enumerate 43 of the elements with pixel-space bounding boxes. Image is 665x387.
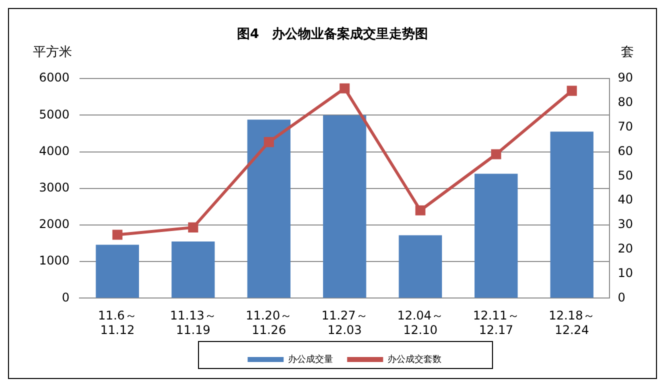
bar — [172, 241, 215, 298]
bar — [474, 174, 518, 298]
y2-tick-label: 50 — [618, 168, 634, 182]
y-tick-label: 6000 — [38, 70, 70, 85]
bar — [398, 235, 442, 298]
x-tick-label: 12.18～12.24 — [548, 308, 596, 337]
y2-tick-label: 0 — [618, 290, 626, 304]
y2-tick-label: 90 — [618, 70, 634, 85]
chart-title: 图4 办公物业备案成交里走势图 — [236, 26, 428, 42]
y-tick-label: 0 — [62, 290, 70, 304]
y2-tick-label: 40 — [618, 192, 634, 207]
y2-tick-label: 60 — [618, 144, 634, 158]
y-axis-title: 平方米 — [33, 44, 72, 60]
y-tick-label: 5000 — [38, 107, 70, 122]
x-tick-label: 11.6～11.12 — [98, 308, 137, 337]
y2-axis-title: 套 — [621, 44, 634, 60]
x-tick-label: 12.11～12.17 — [472, 308, 520, 337]
y2-tick-label: 30 — [618, 217, 634, 232]
y2-tick-label: 20 — [618, 242, 634, 256]
bar — [323, 115, 366, 298]
point — [112, 230, 122, 240]
y-tick-label: 1000 — [38, 254, 70, 268]
bar — [96, 244, 139, 298]
point — [491, 149, 502, 160]
y-tick-label: 3000 — [38, 180, 70, 195]
x-tick-label: 11.13～11.19 — [170, 308, 216, 337]
x-tick-label: 11.20～11.26 — [246, 308, 292, 337]
y-tick-label: 2000 — [38, 217, 70, 232]
y2-tick-label: 80 — [618, 95, 634, 110]
bar — [247, 120, 290, 298]
y-tick-label: 4000 — [38, 144, 70, 158]
legend-label: 办公成交量 — [288, 354, 334, 365]
y2-tick-label: 70 — [618, 120, 634, 134]
point — [340, 83, 350, 94]
legend-label: 办公成交套数 — [388, 354, 442, 365]
point — [188, 222, 198, 232]
point — [264, 137, 274, 148]
bar — [550, 132, 594, 298]
x-tick-label: 12.04～12.10 — [397, 308, 444, 337]
point — [566, 86, 577, 96]
y2-tick-label: 10 — [618, 266, 634, 280]
x-tick-label: 11.27～12.03 — [321, 308, 368, 337]
point — [415, 205, 426, 216]
